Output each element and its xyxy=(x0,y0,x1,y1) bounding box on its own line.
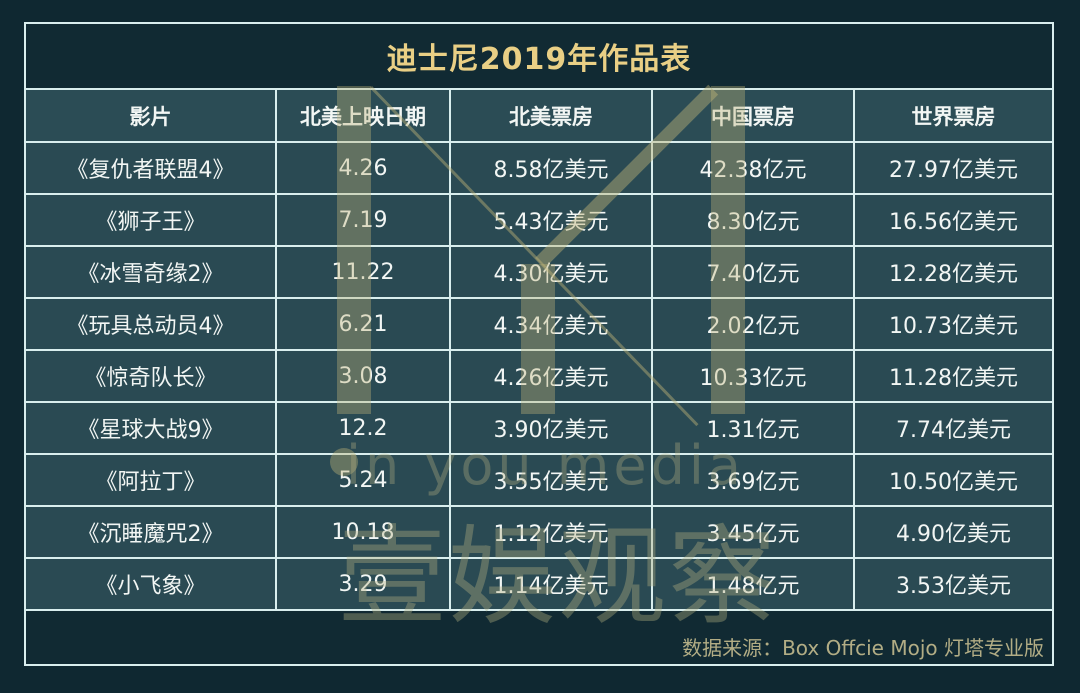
cell-na: 3.90亿美元 xyxy=(449,401,653,455)
box-office-table: 影片 北美上映日期 北美票房 中国票房 世界票房 《复仇者联盟4》 4.26 8… xyxy=(26,90,1052,611)
table-frame: 迪士尼2019年作品表 影片 北美上映日期 北美票房 中国票房 世界票房 《复仇… xyxy=(24,22,1054,666)
table-row: 《狮子王》 7.19 5.43亿美元 8.30亿元 16.56亿美元 xyxy=(26,193,1052,247)
cell-world: 4.90亿美元 xyxy=(853,505,1052,559)
cell-world: 27.97亿美元 xyxy=(853,141,1052,195)
table-row: 《惊奇队长》 3.08 4.26亿美元 10.33亿元 11.28亿美元 xyxy=(26,349,1052,403)
header-china-box-office: 中国票房 xyxy=(651,90,855,143)
table-row: 《复仇者联盟4》 4.26 8.58亿美元 42.38亿元 27.97亿美元 xyxy=(26,141,1052,195)
cell-china: 7.40亿元 xyxy=(651,245,855,299)
data-source: 数据来源：Box Offcie Mojo 灯塔专业版 xyxy=(26,628,1052,664)
table-row: 《阿拉丁》 5.24 3.55亿美元 3.69亿元 10.50亿美元 xyxy=(26,453,1052,507)
cell-china: 8.30亿元 xyxy=(651,193,855,247)
header-world-box-office: 世界票房 xyxy=(853,90,1052,143)
cell-date: 12.2 xyxy=(275,401,451,455)
cell-china: 10.33亿元 xyxy=(651,349,855,403)
cell-china: 3.45亿元 xyxy=(651,505,855,559)
cell-film: 《惊奇队长》 xyxy=(26,349,277,403)
cell-world: 16.56亿美元 xyxy=(853,193,1052,247)
cell-china: 3.69亿元 xyxy=(651,453,855,507)
cell-date: 5.24 xyxy=(275,453,451,507)
cell-na: 8.58亿美元 xyxy=(449,141,653,195)
cell-date: 6.21 xyxy=(275,297,451,351)
cell-film: 《小飞象》 xyxy=(26,557,277,611)
cell-date: 3.08 xyxy=(275,349,451,403)
cell-date: 7.19 xyxy=(275,193,451,247)
table-title: 迪士尼2019年作品表 xyxy=(26,24,1052,90)
cell-film: 《阿拉丁》 xyxy=(26,453,277,507)
cell-world: 12.28亿美元 xyxy=(853,245,1052,299)
header-film: 影片 xyxy=(26,90,277,143)
cell-na: 5.43亿美元 xyxy=(449,193,653,247)
cell-date: 11.22 xyxy=(275,245,451,299)
cell-china: 42.38亿元 xyxy=(651,141,855,195)
cell-na: 1.14亿美元 xyxy=(449,557,653,611)
cell-world: 7.74亿美元 xyxy=(853,401,1052,455)
cell-film: 《星球大战9》 xyxy=(26,401,277,455)
cell-film: 《复仇者联盟4》 xyxy=(26,141,277,195)
cell-na: 1.12亿美元 xyxy=(449,505,653,559)
cell-date: 10.18 xyxy=(275,505,451,559)
cell-world: 10.73亿美元 xyxy=(853,297,1052,351)
cell-film: 《沉睡魔咒2》 xyxy=(26,505,277,559)
table-row: 《星球大战9》 12.2 3.90亿美元 1.31亿元 7.74亿美元 xyxy=(26,401,1052,455)
table-row: 《小飞象》 3.29 1.14亿美元 1.48亿元 3.53亿美元 xyxy=(26,557,1052,611)
cell-na: 4.34亿美元 xyxy=(449,297,653,351)
cell-film: 《冰雪奇缘2》 xyxy=(26,245,277,299)
cell-world: 11.28亿美元 xyxy=(853,349,1052,403)
header-na-release-date: 北美上映日期 xyxy=(275,90,451,143)
cell-world: 3.53亿美元 xyxy=(853,557,1052,611)
cell-china: 1.48亿元 xyxy=(651,557,855,611)
cell-date: 3.29 xyxy=(275,557,451,611)
cell-na: 4.26亿美元 xyxy=(449,349,653,403)
cell-na: 3.55亿美元 xyxy=(449,453,653,507)
cell-china: 1.31亿元 xyxy=(651,401,855,455)
cell-world: 10.50亿美元 xyxy=(853,453,1052,507)
table-row: 《沉睡魔咒2》 10.18 1.12亿美元 3.45亿元 4.90亿美元 xyxy=(26,505,1052,559)
cell-date: 4.26 xyxy=(275,141,451,195)
header-row: 影片 北美上映日期 北美票房 中国票房 世界票房 xyxy=(26,90,1052,143)
table-row: 《冰雪奇缘2》 11.22 4.30亿美元 7.40亿元 12.28亿美元 xyxy=(26,245,1052,299)
header-na-box-office: 北美票房 xyxy=(449,90,653,143)
cell-china: 2.02亿元 xyxy=(651,297,855,351)
cell-film: 《玩具总动员4》 xyxy=(26,297,277,351)
table-row: 《玩具总动员4》 6.21 4.34亿美元 2.02亿元 10.73亿美元 xyxy=(26,297,1052,351)
cell-film: 《狮子王》 xyxy=(26,193,277,247)
cell-na: 4.30亿美元 xyxy=(449,245,653,299)
